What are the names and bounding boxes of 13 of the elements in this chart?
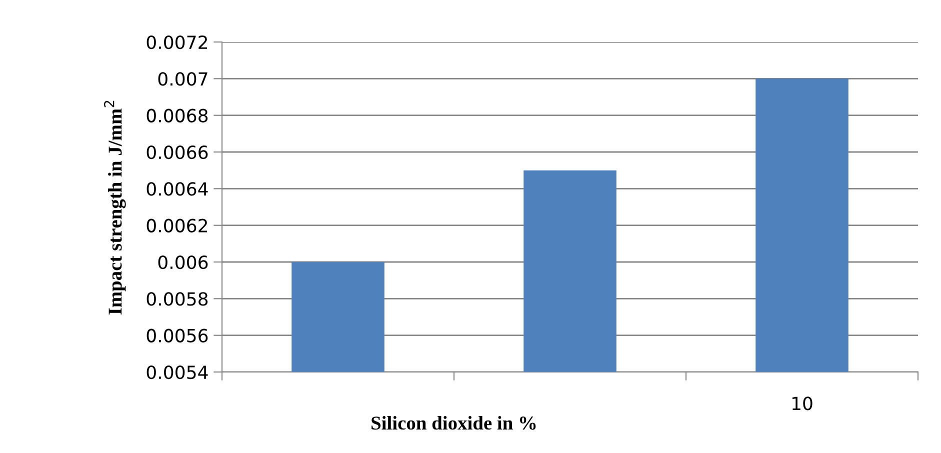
y-tick-label: 0.007	[158, 72, 208, 86]
y-tick-label: 0.0054	[146, 365, 208, 380]
y-tick-label: 0.0058	[146, 292, 208, 306]
x-axis-title: Silicon dioxide in %	[372, 416, 536, 430]
y-tick-label: 0.0068	[146, 108, 208, 122]
y-tick-label: 0.0066	[146, 145, 208, 160]
y-tick-label: 0.006	[158, 255, 208, 270]
y-tick-label: 0.0056	[146, 328, 208, 342]
y-tick-label: 0.0062	[146, 218, 207, 232]
y-tick-label: 0.0072	[146, 35, 207, 50]
x-tick-label: 10	[792, 396, 812, 410]
y-tick-label: 0.0064	[146, 182, 208, 196]
y-axis-title: Impact strength in J/mm$^{2}$	[104, 100, 126, 315]
